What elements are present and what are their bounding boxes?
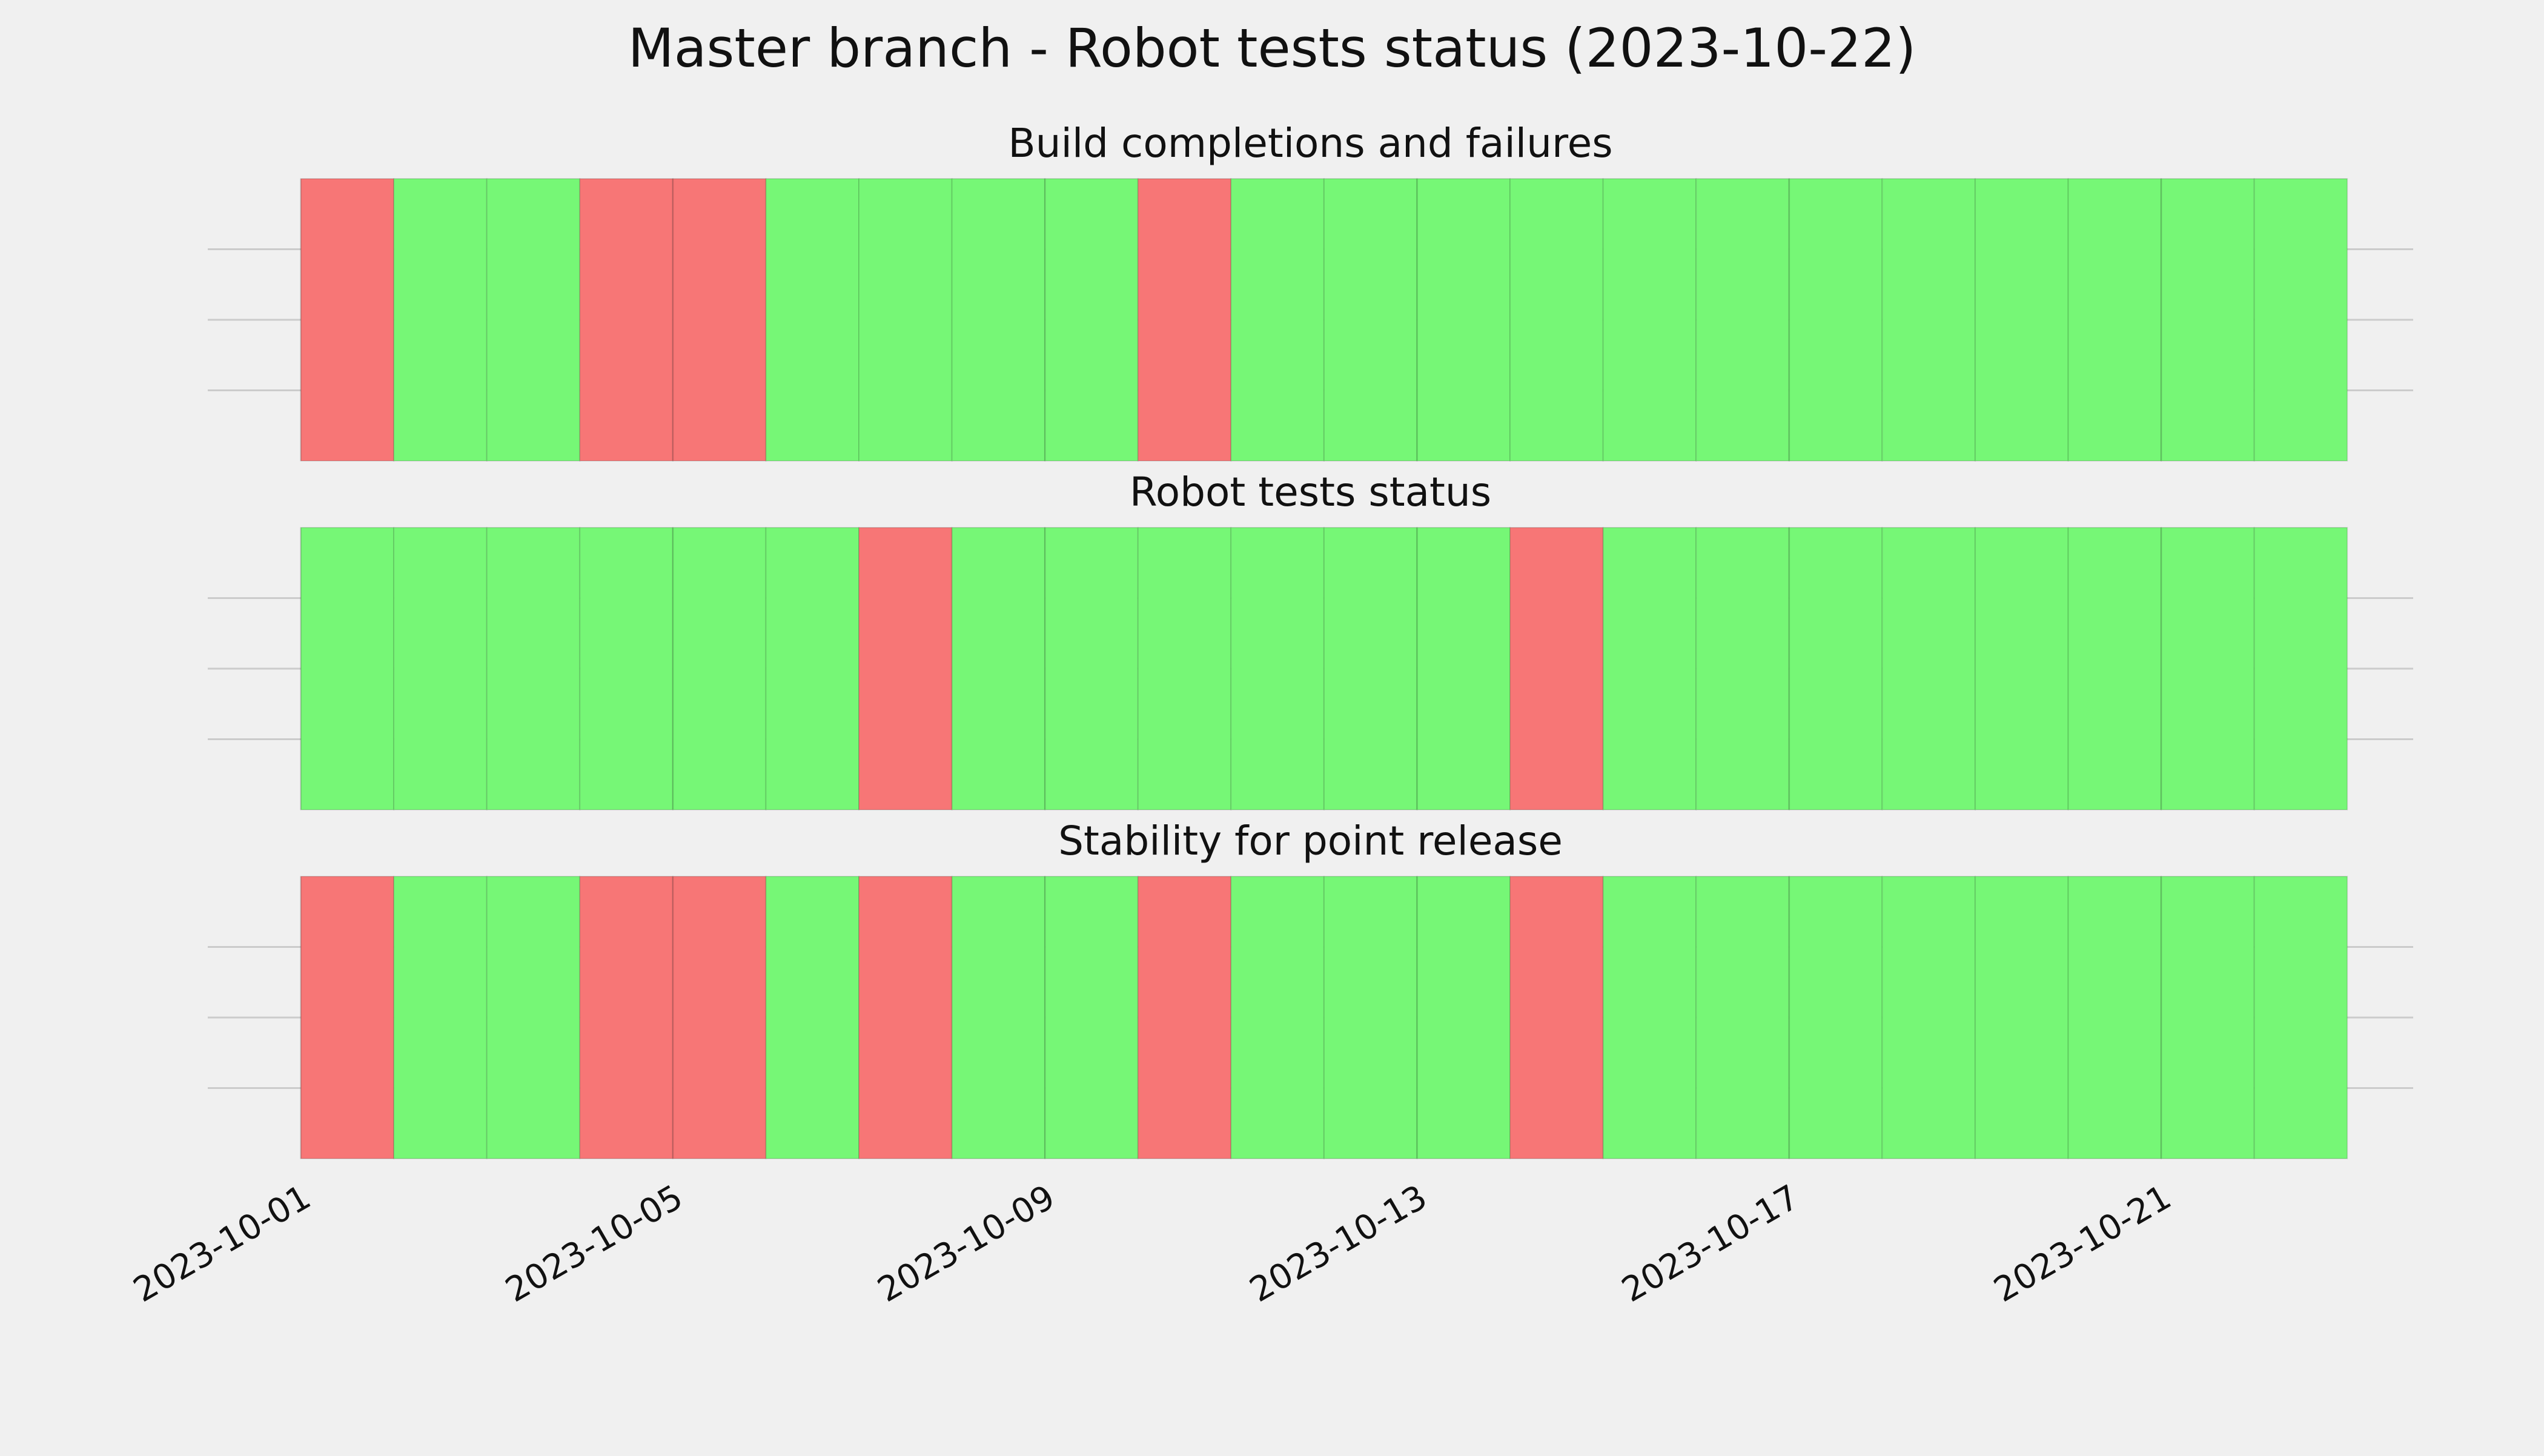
- panel-title: Robot tests status: [1130, 469, 1491, 515]
- status-bar: [1137, 527, 1232, 810]
- status-bar: [2253, 527, 2348, 810]
- status-bar: [486, 876, 581, 1159]
- status-bar: [858, 876, 953, 1159]
- status-bar: [579, 527, 674, 810]
- status-bar: [1788, 527, 1883, 810]
- status-bar: [2161, 876, 2255, 1159]
- status-bar: [486, 178, 581, 462]
- status-bar: [579, 876, 674, 1159]
- status-bar: [858, 178, 953, 462]
- status-bar: [579, 178, 674, 462]
- status-bar: [2067, 527, 2162, 810]
- status-bar: [2161, 527, 2255, 810]
- status-bar: [393, 876, 488, 1159]
- status-bar: [1695, 178, 1790, 462]
- status-bar: [1230, 178, 1325, 462]
- status-bar: [1788, 876, 1883, 1159]
- status-bar: [1881, 876, 1976, 1159]
- status-bar: [951, 178, 1046, 462]
- status-bar: [2253, 178, 2348, 462]
- status-bar: [1323, 876, 1418, 1159]
- status-bar: [393, 178, 488, 462]
- status-bar: [2253, 876, 2348, 1159]
- status-bar: [1416, 527, 1511, 810]
- panel-title: Build completions and failures: [1008, 120, 1612, 167]
- status-bar: [1323, 527, 1418, 810]
- status-bar: [765, 876, 860, 1159]
- status-bar: [1974, 527, 2069, 810]
- status-bar: [1509, 527, 1604, 810]
- status-bar: [1695, 527, 1790, 810]
- status-bar: [1044, 178, 1139, 462]
- status-bar: [1230, 876, 1325, 1159]
- status-bar: [672, 527, 767, 810]
- status-bar: [486, 527, 581, 810]
- status-bar: [1323, 178, 1418, 462]
- panel-title: Stability for point release: [1058, 818, 1563, 864]
- status-bar: [1509, 178, 1604, 462]
- status-bar: [1137, 876, 1232, 1159]
- status-bar: [1881, 178, 1976, 462]
- status-bar: [393, 527, 488, 810]
- status-bar: [300, 178, 395, 462]
- status-bar: [1044, 876, 1139, 1159]
- status-bar: [300, 876, 395, 1159]
- status-bar: [1509, 876, 1604, 1159]
- status-bar: [1602, 178, 1697, 462]
- status-bar: [1974, 178, 2069, 462]
- status-bar: [1881, 527, 1976, 810]
- status-bar: [1974, 876, 2069, 1159]
- status-bar: [1602, 876, 1697, 1159]
- status-bar: [1416, 876, 1511, 1159]
- status-bar: [672, 876, 767, 1159]
- status-bar: [765, 178, 860, 462]
- status-bar: [858, 527, 953, 810]
- chart-title: Master branch - Robot tests status (2023…: [628, 17, 1916, 79]
- status-bar: [951, 876, 1046, 1159]
- status-bar: [2067, 876, 2162, 1159]
- status-bar: [672, 178, 767, 462]
- status-bar: [1230, 527, 1325, 810]
- status-bar: [2067, 178, 2162, 462]
- status-bar: [951, 527, 1046, 810]
- status-bar: [765, 527, 860, 810]
- status-bar: [1602, 527, 1697, 810]
- status-bar: [1788, 178, 1883, 462]
- status-bar: [1416, 178, 1511, 462]
- status-bar: [2161, 178, 2255, 462]
- status-bar: [1137, 178, 1232, 462]
- status-bar: [1044, 527, 1139, 810]
- status-bar: [300, 527, 395, 810]
- status-bar: [1695, 876, 1790, 1159]
